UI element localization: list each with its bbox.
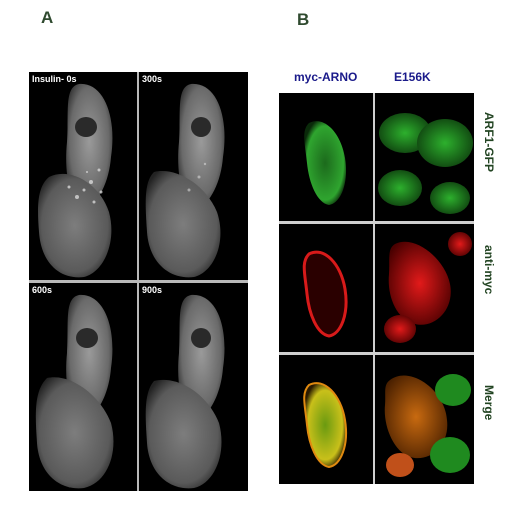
frame-time-label: 300s	[142, 74, 163, 84]
column-header-e156k: E156K	[394, 70, 431, 84]
row-label-merge: Merge	[482, 385, 496, 421]
myc-myc-arno-image	[279, 224, 373, 352]
row-label-anti-myc: anti-myc	[482, 245, 496, 295]
column-header-myc-arno: myc-ARNO	[294, 70, 358, 84]
timelapse-frame: 900s	[139, 283, 248, 491]
gfp-e156k-image	[375, 93, 474, 221]
row-label-arf1-gfp: ARF1-GFP	[482, 112, 496, 172]
panel-a-letter: A	[41, 8, 54, 27]
panel-b-fluorescence-grid	[279, 93, 474, 484]
timelapse-frame: Insulin- 0s	[29, 72, 137, 280]
myc-e156k-image	[375, 224, 474, 352]
timelapse-frame: 300s	[139, 72, 248, 280]
merge-e156k-image	[375, 355, 474, 484]
merge-myc-arno-image	[279, 355, 373, 484]
frame-time-label: Insulin- 0s	[32, 74, 77, 84]
panel-b-letter: B	[297, 10, 310, 29]
panel-a-timelapse-grid: Insulin- 0s 300s 600s 900s	[29, 72, 248, 491]
timelapse-frame: 600s	[29, 283, 137, 491]
gfp-myc-arno-image	[279, 93, 373, 221]
frame-time-label: 900s	[142, 285, 163, 295]
frame-time-label: 600s	[32, 285, 53, 295]
